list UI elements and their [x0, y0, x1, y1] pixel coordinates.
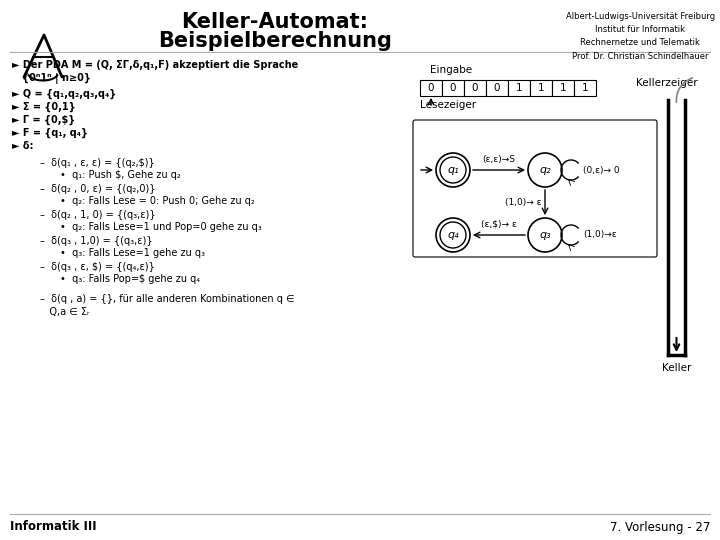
FancyBboxPatch shape — [413, 120, 657, 257]
Text: Keller-Automat:: Keller-Automat: — [181, 12, 369, 32]
Text: –  δ(q , a) = {}, für alle anderen Kombinationen q ∈: – δ(q , a) = {}, für alle anderen Kombin… — [40, 294, 294, 304]
Text: 0: 0 — [472, 83, 478, 93]
Circle shape — [528, 218, 562, 252]
Text: •  q₂: Falls Lese=1 und Pop=0 gehe zu q₃: • q₂: Falls Lese=1 und Pop=0 gehe zu q₃ — [60, 222, 262, 233]
Circle shape — [528, 153, 562, 187]
Text: 7. Vorlesung - 27: 7. Vorlesung - 27 — [610, 521, 710, 534]
Text: ► Q = {q₁,q₂,q₃,q₄}: ► Q = {q₁,q₂,q₃,q₄} — [12, 89, 116, 99]
Text: 0: 0 — [450, 83, 456, 93]
Text: Beispielberechnung: Beispielberechnung — [158, 31, 392, 51]
Text: 1: 1 — [582, 83, 588, 93]
Text: Albert-Ludwigs-Universität Freiburg
Institut für Informatik
Rechnernetze und Tel: Albert-Ludwigs-Universität Freiburg Inst… — [566, 12, 715, 60]
Text: 0: 0 — [494, 83, 500, 93]
Text: 0: 0 — [428, 83, 434, 93]
Text: 1: 1 — [516, 83, 522, 93]
Bar — [574, 80, 596, 96]
Bar — [530, 80, 552, 96]
Text: –  δ(q₃ , ε, $) = {(q₄,ε)}: – δ(q₃ , ε, $) = {(q₄,ε)} — [40, 261, 155, 272]
Text: –  δ(q₃ , 1,0) = {(q₃,ε)}: – δ(q₃ , 1,0) = {(q₃,ε)} — [40, 235, 153, 246]
Text: Keller: Keller — [662, 363, 691, 373]
Text: Kellerzeiger: Kellerzeiger — [636, 78, 698, 88]
Bar — [420, 80, 442, 96]
Text: Q,a ∈ Σᵣ: Q,a ∈ Σᵣ — [40, 307, 89, 317]
Text: (1,0)→ ε: (1,0)→ ε — [505, 198, 541, 207]
Text: ► Σ = {0,1}: ► Σ = {0,1} — [12, 102, 76, 112]
Bar — [552, 80, 574, 96]
Text: 1: 1 — [559, 83, 567, 93]
Text: q₂: q₂ — [539, 165, 551, 175]
Bar — [486, 80, 508, 96]
Bar — [442, 80, 464, 96]
Circle shape — [436, 153, 470, 187]
Text: Eingabe: Eingabe — [430, 65, 472, 75]
Text: Informatik III: Informatik III — [10, 521, 96, 534]
Text: Lesezeiger: Lesezeiger — [420, 100, 476, 110]
Text: (ε,$)→ ε: (ε,$)→ ε — [481, 220, 517, 229]
Text: –  δ(q₂ , 1, 0) = {(q₃,ε)}: – δ(q₂ , 1, 0) = {(q₃,ε)} — [40, 210, 156, 219]
Text: •  q₁: Push $, Gehe zu q₂: • q₁: Push $, Gehe zu q₂ — [60, 171, 181, 180]
Text: (ε,ε)→S: (ε,ε)→S — [482, 155, 516, 164]
Text: q₄: q₄ — [447, 230, 459, 240]
Text: {0ⁿ1ⁿ | n≥0}: {0ⁿ1ⁿ | n≥0} — [12, 73, 91, 84]
Text: q₃: q₃ — [539, 230, 551, 240]
Circle shape — [436, 218, 470, 252]
Text: (0,ε)→ 0: (0,ε)→ 0 — [583, 165, 620, 174]
Text: •  q₃: Falls Lese=1 gehe zu q₃: • q₃: Falls Lese=1 gehe zu q₃ — [60, 248, 205, 259]
Text: –  δ(q₁ , ε, ε) = {(q₂,$)}: – δ(q₁ , ε, ε) = {(q₂,$)} — [40, 158, 155, 167]
Text: ► Der PDA M = (Q, ΣΓ,δ,q₁,F) akzeptiert die Sprache: ► Der PDA M = (Q, ΣΓ,δ,q₁,F) akzeptiert … — [12, 60, 298, 70]
Text: •  q₂: Falls Lese = 0: Push 0; Gehe zu q₂: • q₂: Falls Lese = 0: Push 0; Gehe zu q₂ — [60, 197, 255, 206]
Text: q₁: q₁ — [447, 165, 459, 175]
Text: (1,0)→ε: (1,0)→ε — [583, 231, 617, 240]
Text: ► δ:: ► δ: — [12, 140, 34, 151]
Text: ► F = {q₁, q₄}: ► F = {q₁, q₄} — [12, 127, 88, 138]
Bar — [508, 80, 530, 96]
Text: –  δ(q₂ , 0, ε) = {(q₂,0)}: – δ(q₂ , 0, ε) = {(q₂,0)} — [40, 184, 156, 193]
Text: •  q₃: Falls Pop=$ gehe zu q₄: • q₃: Falls Pop=$ gehe zu q₄ — [60, 274, 200, 285]
Text: 1: 1 — [538, 83, 544, 93]
Bar — [464, 80, 486, 96]
Text: ► Γ = {0,$}: ► Γ = {0,$} — [12, 114, 76, 125]
